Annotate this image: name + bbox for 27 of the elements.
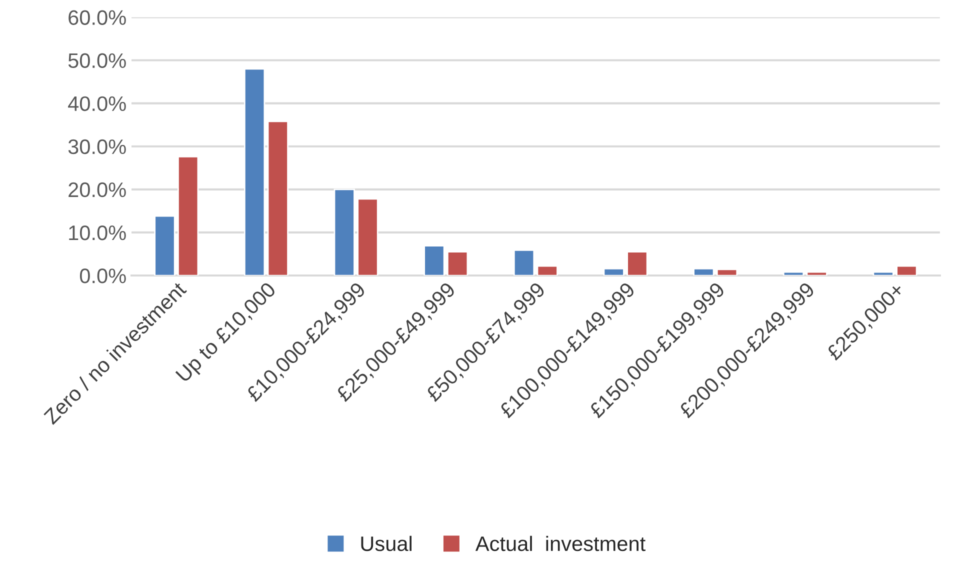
legend-label: Usual (361, 536, 412, 552)
bar (244, 68, 266, 276)
y-tick-label: 60.0% (68, 10, 126, 25)
bar (603, 268, 624, 276)
bar (626, 251, 648, 276)
bar (334, 188, 355, 276)
y-tick-label: 50.0% (68, 53, 126, 68)
bar (782, 271, 804, 276)
bar (513, 249, 535, 276)
y-tick-label: 40.0% (68, 96, 126, 112)
bar (267, 120, 288, 276)
bar (357, 198, 378, 276)
y-tick-label: 30.0% (68, 139, 126, 154)
bar (536, 265, 558, 276)
bar (446, 251, 468, 276)
bar (716, 268, 738, 276)
bar (154, 215, 176, 276)
bar (806, 271, 828, 276)
bar (424, 245, 445, 276)
y-tick-label: 20.0% (68, 182, 126, 198)
legend-label: Actual investment (475, 536, 646, 552)
y-tick-label: 10.0% (69, 225, 126, 240)
bar (178, 156, 199, 276)
bar (693, 268, 714, 276)
y-tick-label: 0.0% (80, 268, 126, 284)
bar (872, 271, 894, 276)
bar (896, 265, 918, 276)
